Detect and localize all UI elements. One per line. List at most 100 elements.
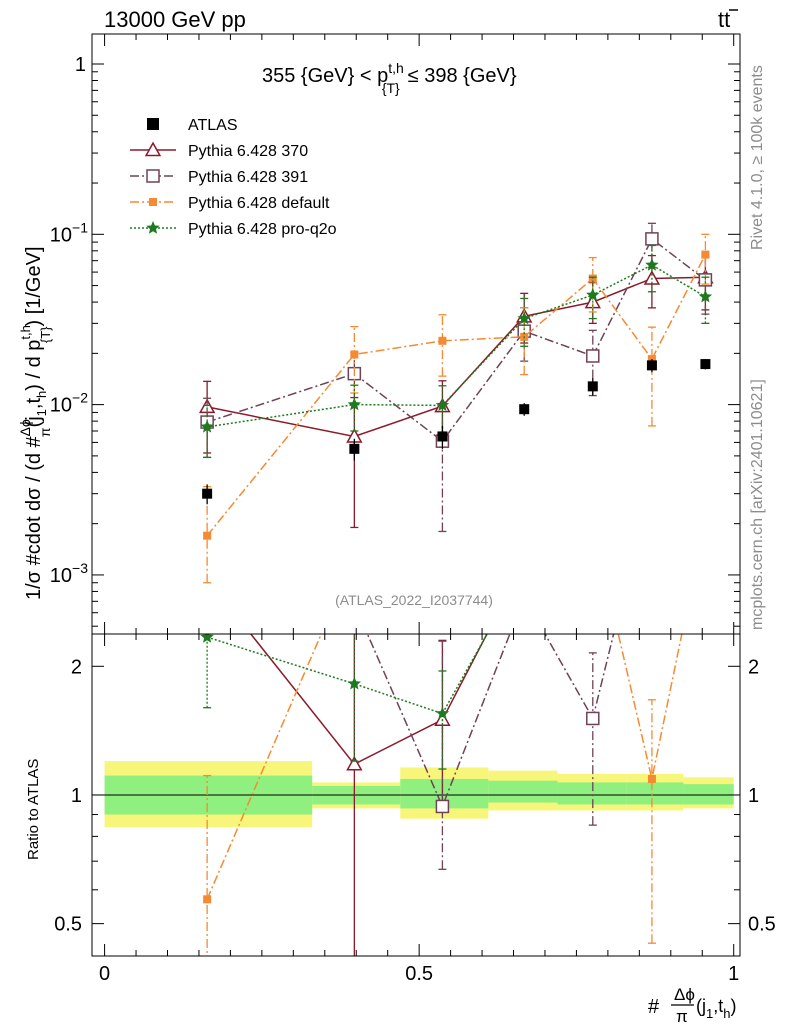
data-point [203, 531, 212, 540]
data-point [587, 381, 598, 392]
header-right: tt [718, 7, 730, 32]
y-tick-label: 10−1 [50, 219, 88, 246]
y-tick-label: 1 [71, 785, 82, 807]
series-line [206, 276, 706, 438]
legend-marker [147, 118, 159, 130]
legend-label: Pythia 6.428 391 [188, 169, 308, 186]
x-tick-label: 0 [99, 963, 110, 985]
data-point [698, 572, 712, 584]
band-inner [488, 780, 558, 803]
y-tick-label: 1 [75, 54, 86, 76]
data-point [517, 311, 531, 325]
data-point [435, 706, 450, 720]
legend-label: Pythia 6.428 default [188, 195, 330, 212]
band-inner [557, 782, 627, 805]
data-point [347, 676, 361, 690]
data-point [200, 634, 214, 643]
data-point [701, 516, 709, 524]
ratio-x-ticks: 0 0.5 1 [99, 634, 739, 985]
ratio-plot: 2 21 10.5 0.5 0 0.5 1 Ratio to ATLAS # Δϕ π (… [25, 473, 776, 1024]
data-point [645, 232, 659, 246]
y-tick-label: 10−2 [50, 390, 88, 417]
ratio-x-label: # Δϕ π (j1,th) [648, 985, 736, 1024]
series-atlas [202, 359, 711, 505]
legend-marker [149, 198, 157, 206]
data-point [586, 288, 600, 301]
data-point [646, 360, 657, 371]
legend-marker [146, 169, 160, 183]
data-point [646, 473, 658, 485]
data-point [350, 350, 359, 359]
watermark: (ATLAS_2022_I2037744) [335, 592, 493, 608]
data-point [645, 258, 659, 271]
ratio-pythia-6-428-pro-q2o [200, 535, 712, 770]
legend-marker [146, 221, 160, 234]
data-point [438, 336, 447, 345]
data-point [586, 711, 600, 726]
data-point [201, 612, 213, 624]
ratio-series [200, 473, 712, 956]
svg-text:#: # [648, 996, 660, 1018]
data-point [645, 572, 659, 584]
data-point [699, 579, 711, 591]
ratio-pythia-6-428-default [203, 516, 709, 956]
svg-text:1/σ #cdot dσ / (d #Δϕπ(j1,th): 1/σ #cdot dσ / (d #Δϕ π(j1,th) / d pt,h {T… [17, 246, 53, 600]
data-point [520, 607, 528, 615]
data-point [586, 349, 600, 363]
data-point [518, 561, 531, 574]
data-point [437, 431, 448, 442]
data-point [518, 591, 530, 603]
data-point [701, 250, 710, 259]
svg-text:π: π [676, 1007, 688, 1024]
series-line [206, 634, 683, 900]
legend-label: Pythia 6.428 pro-q2o [188, 221, 337, 238]
main-x-ticks [104, 34, 735, 634]
y-tick-label: 0.5 [54, 914, 82, 936]
data-point [698, 289, 713, 303]
series-line [206, 264, 706, 428]
main-y-ticks: 1 10−1 10−2 10−3 [50, 54, 740, 627]
data-point [435, 799, 450, 814]
data-point [200, 419, 214, 433]
band-inner [626, 782, 684, 805]
main-title: 355 {GeV} < pt,h {T}≤ 398 {GeV} [262, 60, 517, 96]
legend-marker [144, 141, 162, 157]
ratio-bands [104, 761, 734, 828]
ratio-y-label: Ratio to ATLAS [25, 759, 42, 860]
data-point [586, 561, 599, 574]
legend-label: Pythia 6.428 370 [188, 143, 308, 160]
series-pythia-6-428-391 [200, 222, 713, 533]
rivet-label: Rivet 4.1.0, ≥ 100k events [749, 65, 766, 250]
y-tick-label: 2 [71, 656, 82, 678]
y-tick-label-right: 2 [748, 656, 759, 678]
data-point [517, 556, 531, 568]
main-plot: 355 {GeV} < pt,h {T}≤ 398 {GeV} (ATLAS_20… [17, 33, 741, 635]
series-pythia-6-428-pro-q2o [200, 244, 713, 459]
y-tick-label-right: 1 [748, 785, 759, 807]
data-point [438, 553, 446, 561]
data-point [699, 618, 712, 631]
data-point [346, 755, 363, 771]
svg-text:Δϕ: Δϕ [674, 985, 695, 1004]
mcplots-label: mcplots.cern.ch [arXiv:2401.10621] [749, 379, 766, 630]
svg-text:(j1,th): (j1,th) [696, 996, 736, 1021]
data-point [349, 443, 360, 454]
data-point [203, 895, 212, 904]
data-point [647, 774, 656, 783]
band-inner [683, 784, 734, 805]
legend: ATLAS Pythia 6.428 370 Pythia 6.428 391 Pyt… [130, 117, 337, 238]
x-tick-label: 1 [728, 963, 739, 985]
data-point [589, 520, 597, 528]
y-tick-label-right: 0.5 [748, 914, 776, 936]
ratio-y-ticks: 2 2 1 1 0.5 0.5 [54, 656, 776, 935]
data-point [350, 553, 358, 561]
series-line [206, 254, 707, 537]
legend-label: ATLAS [188, 117, 238, 134]
tbar: t [724, 7, 730, 32]
data-point [645, 535, 658, 548]
x-tick-label: 0.5 [405, 963, 433, 985]
data-point [435, 398, 450, 411]
data-point [347, 397, 361, 411]
data-point [700, 359, 711, 370]
